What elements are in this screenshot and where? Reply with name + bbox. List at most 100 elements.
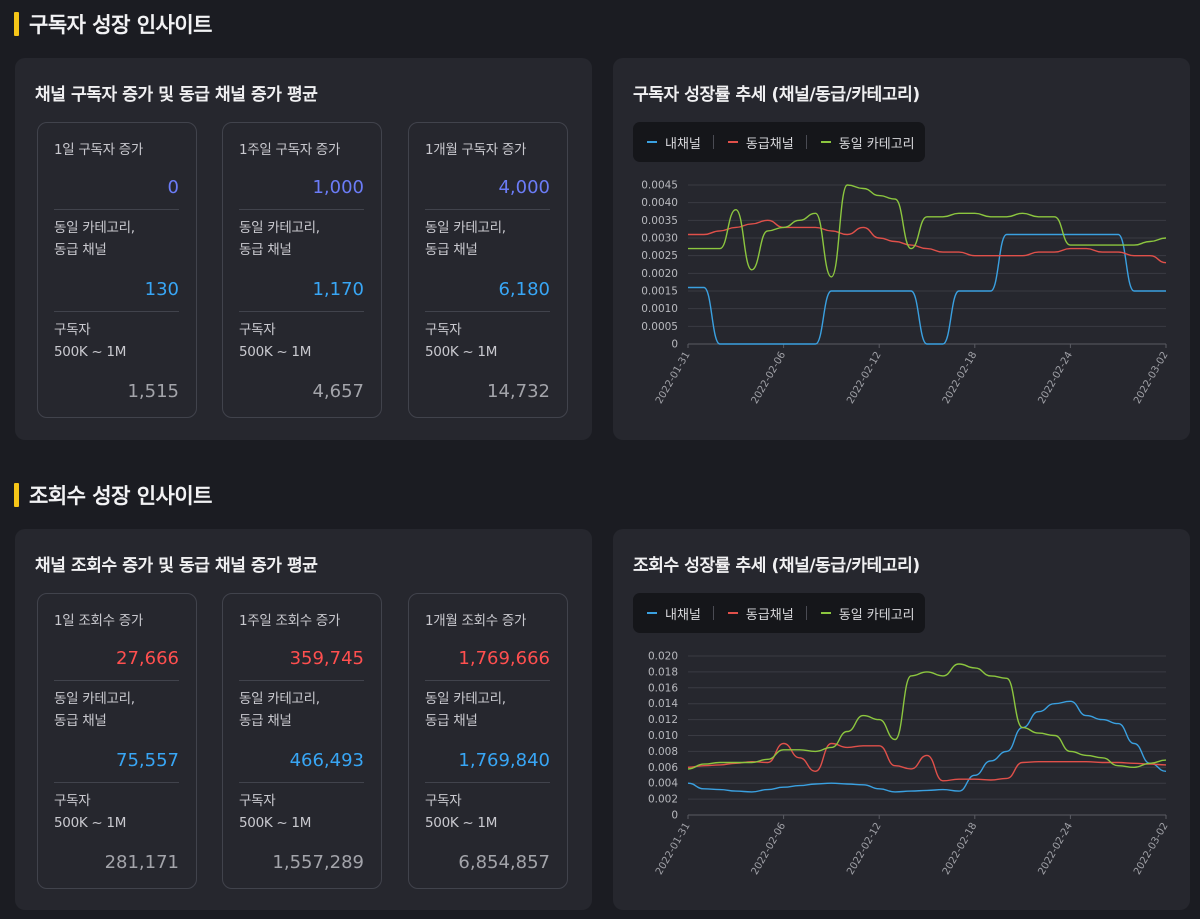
stat-value: 1,000: [312, 177, 364, 198]
stat-value: 1,769,666: [458, 648, 550, 669]
y-tick-label: 0.0025: [641, 250, 678, 262]
stat-value: 359,745: [289, 648, 364, 669]
x-tick-label: 2022-03-02: [1132, 821, 1171, 877]
section-title-text: 조회수 성장 인사이트: [29, 484, 213, 508]
chart-title: 구독자 성장률 추세 (채널/동급/카테고리): [633, 85, 920, 105]
chart-title: 조회수 성장률 추세 (채널/동급/카테고리): [633, 556, 920, 576]
legend-label: 동일 카테고리: [838, 136, 915, 152]
subscriber-growth-chart: 0 0.0005 0.0010 0.0015 0.0020 0.0025 0.0030 0.0…: [641, 180, 1170, 406]
sub-label: 구독자: [239, 793, 276, 809]
sub-value: 6,854,857: [458, 852, 550, 873]
y-tick-label: 0.006: [648, 762, 678, 774]
legend-item-my-channel[interactable]: 내채널: [647, 604, 701, 623]
legend-separator: [712, 135, 714, 149]
chart-legend: 내채널 동급채널 동일 카테고리: [633, 593, 925, 633]
y-tick-label: 0.0045: [641, 180, 678, 192]
divider: [54, 782, 179, 783]
sub-label: 구독자: [54, 793, 91, 809]
peer-label-2: 동급 채널: [239, 242, 292, 258]
stat-box-month: 1개월 조회수 증가 1,769,666 동일 카테고리, 동급 채널 1,76…: [408, 593, 568, 889]
sub-label: 구독자: [425, 793, 462, 809]
peer-label: 동일 카테고리,: [425, 220, 506, 236]
y-tick-label: 0.016: [648, 682, 678, 694]
y-tick-label: 0: [671, 339, 678, 351]
views-chart-card: 조회수 성장률 추세 (채널/동급/카테고리) 내채널 동급채널 동일 카테고리…: [613, 529, 1190, 910]
y-tick-label: 0.010: [648, 730, 678, 742]
divider: [54, 209, 179, 210]
divider: [425, 680, 550, 681]
peer-label: 동일 카테고리,: [239, 220, 320, 236]
stat-box-day: 1일 조회수 증가 27,666 동일 카테고리, 동급 채널 75,557 구…: [37, 593, 197, 889]
y-tick-label: 0.008: [648, 746, 678, 758]
chart-legend: 내채널 동급채널 동일 카테고리: [633, 122, 925, 162]
peer-label-2: 동급 채널: [54, 242, 107, 258]
stat-label: 1주일 조회수 증가: [239, 613, 341, 629]
peer-label: 동일 카테고리,: [239, 691, 320, 707]
section-title-views: 조회수 성장 인사이트: [14, 481, 213, 509]
series-line-my-channel: [687, 700, 1167, 793]
legend-line-icon: [727, 141, 738, 143]
peer-value: 75,557: [116, 750, 179, 771]
legend-separator: [805, 606, 807, 620]
card-title: 채널 구독자 증가 및 동급 채널 증가 평균: [35, 85, 318, 105]
x-tick-label: 2022-02-12: [845, 350, 884, 406]
y-tick-label: 0.002: [648, 794, 678, 806]
legend-item-peer[interactable]: 동급채널: [727, 604, 794, 623]
peer-label: 동일 카테고리,: [54, 220, 135, 236]
sub-label: 구독자: [54, 322, 91, 338]
stat-box-week: 1주일 조회수 증가 359,745 동일 카테고리, 동급 채널 466,49…: [222, 593, 382, 889]
sub-range-label: 500K ~ 1M: [54, 344, 127, 360]
stat-label: 1개월 구독자 증가: [425, 142, 527, 158]
x-tick-label: 2022-02-06: [750, 350, 789, 406]
sub-value: 14,732: [487, 381, 550, 402]
peer-label: 동일 카테고리,: [425, 691, 506, 707]
divider: [239, 311, 364, 312]
section-title-subscribers: 구독자 성장 인사이트: [14, 10, 213, 38]
sub-range-label: 500K ~ 1M: [239, 344, 312, 360]
divider: [239, 782, 364, 783]
y-tick-label: 0.014: [648, 698, 678, 710]
series-line-same-category: [687, 663, 1167, 770]
sub-range-label: 500K ~ 1M: [239, 815, 312, 831]
section-title-text: 구독자 성장 인사이트: [29, 13, 213, 37]
subscriber-stats-card: 채널 구독자 증가 및 동급 채널 증가 평균 1일 구독자 증가 0 동일 카…: [15, 58, 592, 440]
peer-value: 1,769,840: [458, 750, 550, 771]
x-tick-label: 2022-01-31: [654, 821, 693, 877]
peer-value: 6,180: [498, 279, 550, 300]
peer-value: 130: [144, 279, 179, 300]
legend-label: 내채널: [665, 136, 701, 152]
legend-item-category[interactable]: 동일 카테고리: [820, 604, 915, 623]
x-tick-label: 2022-02-24: [1036, 350, 1075, 406]
peer-label-2: 동급 채널: [425, 713, 478, 729]
x-tick-label: 2022-02-18: [941, 350, 980, 406]
x-tick-label: 2022-02-06: [750, 821, 789, 877]
stat-label: 1주일 구독자 증가: [239, 142, 341, 158]
y-tick-label: 0.0005: [641, 321, 678, 333]
legend-line-icon: [820, 141, 831, 143]
sub-range-label: 500K ~ 1M: [54, 815, 127, 831]
divider: [425, 782, 550, 783]
legend-item-category[interactable]: 동일 카테고리: [820, 133, 915, 152]
peer-value: 466,493: [289, 750, 364, 771]
y-tick-label: 0.018: [648, 666, 678, 678]
stat-value: 0: [167, 177, 179, 198]
stat-value: 4,000: [498, 177, 550, 198]
divider: [425, 311, 550, 312]
divider: [239, 680, 364, 681]
legend-label: 동급채널: [745, 136, 794, 152]
x-tick-label: 2022-02-12: [845, 821, 884, 877]
legend-line-icon: [647, 612, 657, 614]
stat-box-month: 1개월 구독자 증가 4,000 동일 카테고리, 동급 채널 6,180 구독…: [408, 122, 568, 418]
legend-label: 동일 카테고리: [838, 607, 915, 623]
views-growth-chart: 0 0.002 0.004 0.006 0.008 0.010 0.012 0.014 0.01…: [648, 651, 1171, 877]
legend-item-peer[interactable]: 동급채널: [727, 133, 794, 152]
stat-box-week: 1주일 구독자 증가 1,000 동일 카테고리, 동급 채널 1,170 구독…: [222, 122, 382, 418]
legend-line-icon: [727, 612, 738, 614]
y-tick-label: 0.0035: [641, 215, 678, 227]
peer-label-2: 동급 채널: [425, 242, 478, 258]
y-tick-label: 0.0040: [641, 197, 678, 209]
x-tick-label: 2022-02-24: [1036, 821, 1075, 877]
legend-item-my-channel[interactable]: 내채널: [647, 133, 701, 152]
peer-label-2: 동급 채널: [54, 713, 107, 729]
subscriber-chart-card: 구독자 성장률 추세 (채널/동급/카테고리) 내채널 동급채널 동일 카테고리…: [613, 58, 1190, 440]
